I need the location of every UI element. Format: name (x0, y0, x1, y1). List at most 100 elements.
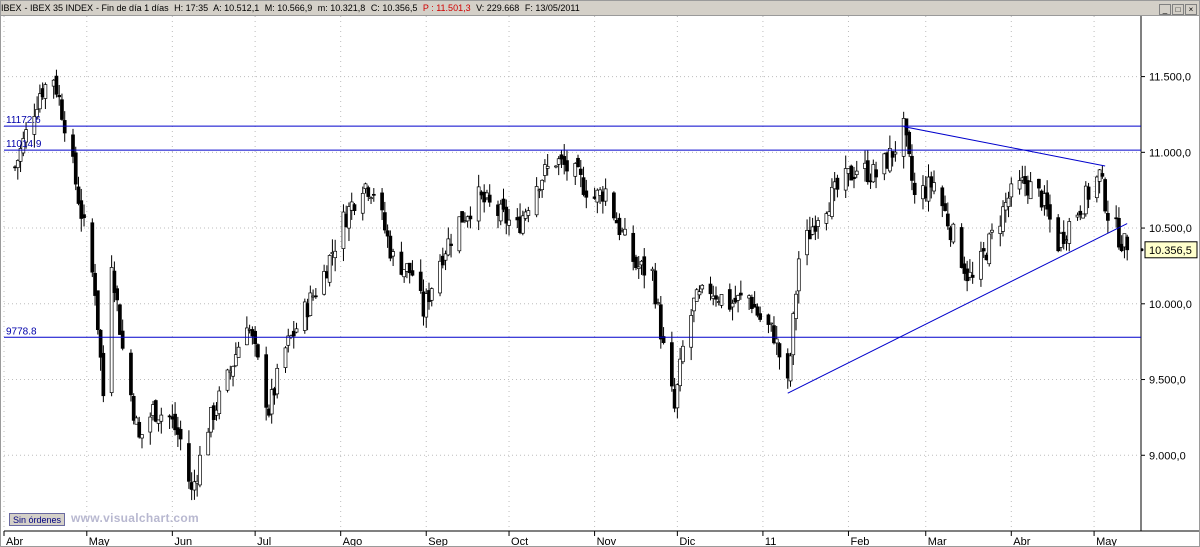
candle-body (233, 354, 238, 367)
candle-body (979, 250, 983, 280)
candle-body (612, 192, 616, 219)
candle-body (468, 215, 473, 220)
candle-body (796, 258, 801, 292)
candle-body (573, 163, 578, 177)
candle-body (153, 400, 158, 422)
trend-line (903, 126, 1106, 167)
period-label: Fin de día 1 días (101, 3, 169, 13)
candle-body (498, 203, 503, 222)
candle-body (835, 177, 840, 190)
candle-body (951, 223, 956, 243)
x-tick-label: Oct (511, 536, 528, 546)
candle-body (805, 230, 809, 256)
candle-body (678, 358, 682, 387)
x-tick-label: Sep (428, 536, 448, 546)
candle-body (940, 187, 945, 207)
candle-body (32, 116, 37, 135)
candle-body (140, 434, 144, 439)
candle-body (206, 431, 211, 456)
candle-body (689, 315, 694, 348)
x-tick-label: Mar (928, 536, 947, 546)
candle-body (926, 176, 931, 202)
candle-body (231, 365, 235, 377)
candle-body (750, 296, 754, 309)
candle-body (24, 129, 28, 143)
candle-body (556, 158, 561, 165)
y-tick-label: 11.000,0 (1149, 147, 1191, 159)
candle-body (824, 213, 829, 224)
candle-body (752, 303, 757, 308)
candle-body (581, 177, 586, 195)
candle-body (402, 269, 407, 278)
candle-body (595, 189, 600, 203)
instrument-name: IBEX 35 INDEX (30, 3, 94, 13)
candle-body (60, 99, 64, 120)
candle-body (457, 216, 462, 252)
candle-body (661, 336, 666, 343)
chart-title-bar: IBEX - IBEX 35 INDEX - Fin de día 1 días H… (1, 1, 1199, 16)
low-value: m: 10.321,8 (317, 3, 366, 13)
maximize-button[interactable]: □ (1172, 4, 1184, 15)
candle-body (520, 215, 525, 234)
candle-body (291, 330, 296, 337)
candle-body (959, 227, 964, 268)
candle-body (777, 343, 782, 358)
window-controls: _ □ × (1158, 2, 1197, 15)
candle-body (603, 188, 608, 202)
candle-body (1006, 197, 1011, 207)
candle-body (137, 421, 142, 438)
candle-body (769, 322, 774, 325)
candle-body (187, 443, 191, 482)
candle-body (794, 293, 798, 319)
orders-button[interactable]: Sin órdenes (9, 513, 66, 526)
open-value: A: 10.512,1 (213, 3, 260, 13)
candle-body (217, 390, 222, 414)
candle-body (388, 235, 393, 259)
trend-line (787, 223, 1128, 394)
candle-body (943, 203, 947, 211)
candle-body (912, 182, 917, 195)
minimize-button[interactable]: _ (1159, 4, 1171, 15)
candle-body (366, 187, 371, 197)
candle-body (385, 230, 390, 237)
candle-body (970, 274, 975, 278)
candle-body (460, 211, 464, 223)
candle-body (1106, 213, 1110, 221)
x-tick-label: May (1096, 536, 1117, 546)
candle-body (1086, 186, 1091, 200)
candle-body (736, 295, 740, 301)
candle-body (286, 335, 291, 346)
candle-body (407, 262, 412, 274)
candle-body (269, 389, 274, 415)
candle-body (73, 152, 78, 185)
candle-body (438, 260, 442, 294)
candle-body (264, 354, 269, 408)
close-button[interactable]: × (1185, 4, 1197, 15)
candle-body (109, 267, 114, 393)
candle-body (198, 454, 202, 486)
candle-body (118, 304, 122, 335)
candle-body (987, 233, 992, 265)
candle-body (115, 288, 119, 301)
candle-body (159, 414, 164, 422)
candle-body (1009, 183, 1014, 198)
candle-body (134, 417, 139, 425)
candle-body (813, 225, 818, 232)
x-tick-label: Abr (6, 536, 23, 546)
candle-body (192, 481, 197, 491)
candle-body (1017, 180, 1022, 190)
candle-body (865, 160, 870, 183)
candle-body (1125, 236, 1130, 251)
candle-body (399, 251, 404, 275)
candle-body (76, 186, 81, 204)
candle-body (95, 290, 100, 330)
candle-body (534, 186, 539, 216)
symbol-label: IBEX (1, 3, 22, 13)
horizontal-line-label: 11172.6 (6, 115, 41, 126)
candle-body (1037, 178, 1041, 189)
candle-body (675, 384, 680, 409)
candle-body (1100, 173, 1105, 177)
candle-body (1083, 185, 1088, 215)
